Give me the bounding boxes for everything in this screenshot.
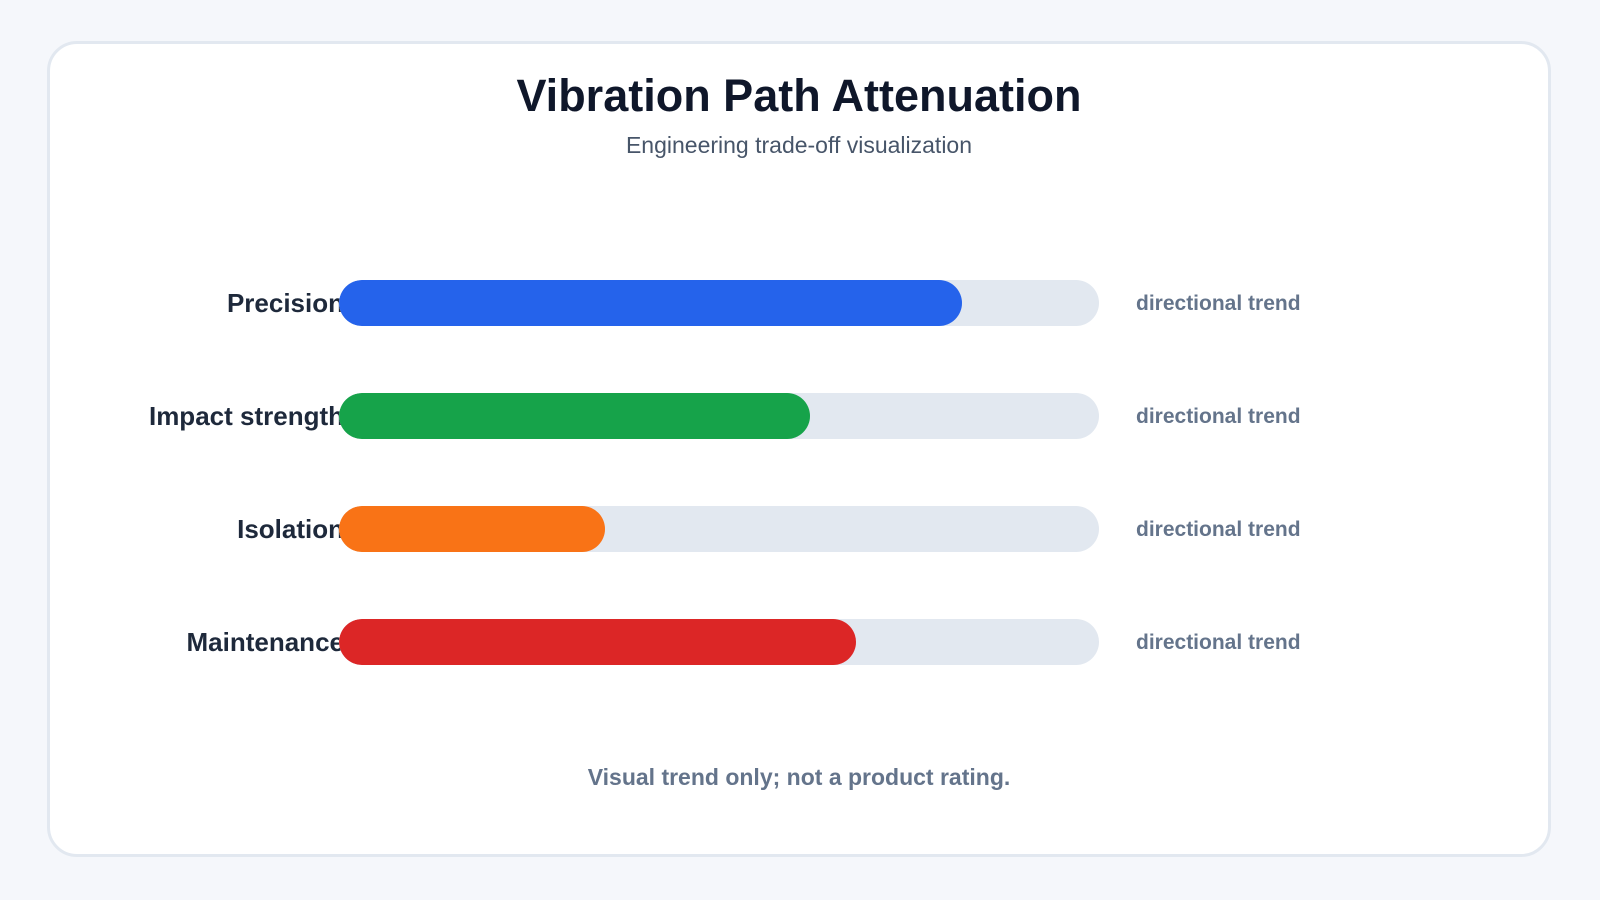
category-label: Isolation <box>237 514 344 544</box>
trend-label: directional trend <box>1136 405 1301 428</box>
category-label: Maintenance <box>186 627 345 657</box>
chart-title: Vibration Path Attenuation <box>516 70 1082 121</box>
bar-maintenance <box>339 619 856 665</box>
bar-isolation <box>339 506 605 552</box>
bar-row-impact-strength: Impact strength directional trend <box>50 393 1548 439</box>
bar-track <box>339 280 1099 326</box>
bar-row-precision: Precision directional trend <box>50 280 1548 326</box>
chart-footnote: Visual trend only; not a product rating. <box>587 764 1011 790</box>
bar-precision <box>339 280 963 326</box>
bar-track <box>339 619 1099 665</box>
category-label: Precision <box>226 288 344 318</box>
bar-impact-strength <box>339 393 811 439</box>
bar-row-isolation: Isolation directional trend <box>50 506 1548 552</box>
trend-label: directional trend <box>1136 518 1301 541</box>
trend-label: directional trend <box>1136 631 1301 654</box>
trend-label: directional trend <box>1136 292 1301 315</box>
bar-row-maintenance: Maintenance directional trend <box>50 619 1548 665</box>
chart-subtitle: Engineering trade-off visualization <box>625 132 973 158</box>
category-label: Impact strength <box>148 401 344 431</box>
chart-card: Vibration Path Attenuation Engineering t… <box>47 41 1551 857</box>
bar-track <box>339 393 1099 439</box>
bar-track <box>339 506 1099 552</box>
